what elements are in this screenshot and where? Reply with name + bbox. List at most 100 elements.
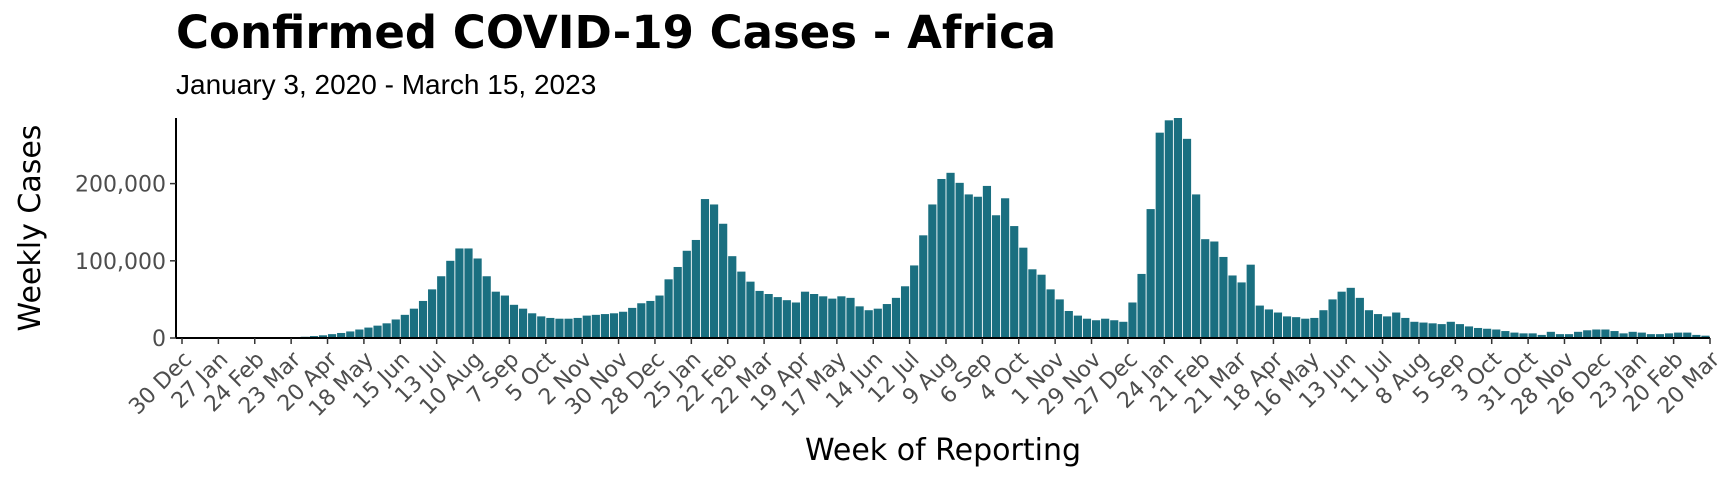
bar-week-2022-07-11	[1383, 316, 1392, 338]
chart-subtitle: January 3, 2020 - March 15, 2023	[176, 69, 597, 100]
bar-week-2021-11-08	[1064, 310, 1073, 338]
bar-week-2023-03-13	[1701, 335, 1710, 338]
bar-week-2020-12-14	[637, 303, 646, 338]
bar-week-2022-10-31	[1528, 333, 1537, 338]
bar-week-2021-10-04	[1019, 247, 1028, 338]
bar-week-2021-02-08	[709, 204, 719, 338]
bar-week-2020-06-29	[418, 300, 428, 338]
bar-week-2023-02-27	[1683, 332, 1692, 338]
bar-week-2021-07-19	[919, 235, 928, 338]
bar-week-2021-08-23	[964, 194, 973, 338]
bar-week-2022-10-03	[1492, 329, 1501, 338]
bar-week-2021-09-20	[1001, 198, 1010, 338]
bar-week-2022-09-26	[1483, 328, 1492, 338]
bar-week-2021-07-12	[910, 265, 919, 338]
bar-week-2021-05-03	[819, 296, 828, 338]
bar-week-2020-04-13	[318, 335, 328, 338]
bar-week-2022-05-23	[1319, 310, 1328, 338]
bar-week-2021-08-30	[973, 196, 982, 338]
bar-week-2022-08-29	[1446, 321, 1455, 338]
bar-week-2021-03-08	[746, 281, 755, 338]
bar-week-2023-02-20	[1674, 332, 1683, 338]
bar-week-2020-10-12	[555, 318, 564, 338]
bar-week-2021-10-11	[1028, 269, 1037, 338]
bar-week-2022-11-14	[1546, 331, 1555, 338]
bar-week-2021-01-04	[664, 279, 673, 338]
bar-week-2020-05-11	[355, 329, 364, 338]
bar-week-2020-06-01	[382, 323, 391, 338]
bar-week-2021-11-01	[1055, 299, 1064, 338]
bar-week-2022-01-31	[1173, 118, 1183, 338]
bar-week-2021-06-21	[882, 304, 891, 338]
bar-week-2020-07-13	[437, 276, 446, 338]
bar-week-2020-12-28	[655, 295, 664, 338]
bar-week-2020-05-04	[346, 331, 355, 338]
bar-week-2020-08-31	[500, 295, 509, 338]
bar-week-2023-02-06	[1655, 334, 1665, 338]
bar-week-2022-08-22	[1437, 324, 1446, 338]
bar-week-2022-01-17	[1155, 132, 1164, 338]
bar-week-2021-06-14	[873, 308, 882, 338]
bar-week-2023-01-30	[1646, 334, 1655, 338]
bar-week-2020-08-17	[482, 276, 491, 338]
bar-week-2020-09-07	[509, 304, 519, 338]
bar-week-2022-08-01	[1410, 321, 1419, 338]
bar-week-2022-04-25	[1282, 316, 1292, 338]
bar-week-2021-09-27	[1010, 226, 1019, 338]
y-tick-label: 0	[152, 327, 166, 352]
bar-week-2022-04-04	[1255, 305, 1264, 338]
bar-week-2022-01-10	[1146, 209, 1155, 338]
bar-week-2021-12-27	[1128, 302, 1137, 338]
bar-week-2021-09-13	[991, 215, 1001, 338]
bar-week-2021-02-15	[719, 223, 728, 338]
bar-week-2021-04-19	[800, 291, 810, 338]
bar-week-2021-12-06	[1101, 318, 1110, 338]
bar-week-2022-04-11	[1264, 309, 1273, 338]
bar-week-2020-04-27	[337, 332, 346, 338]
bar-week-2021-02-01	[700, 199, 710, 338]
bar-week-2021-03-29	[773, 297, 782, 338]
bar-week-2022-01-24	[1164, 120, 1173, 338]
bar-week-2021-06-07	[864, 310, 873, 338]
bar-week-2022-05-30	[1328, 299, 1337, 338]
bar-week-2022-09-05	[1455, 324, 1464, 338]
bar-week-2020-05-18	[364, 327, 373, 338]
bar-week-2021-08-02	[937, 178, 946, 338]
bar-week-2020-11-09	[591, 314, 600, 338]
bar-week-2021-03-15	[755, 290, 764, 338]
bar-week-2020-10-19	[564, 318, 573, 338]
bar-week-2023-01-09	[1619, 333, 1628, 338]
bar-week-2022-03-14	[1228, 275, 1237, 338]
bar-week-2021-06-28	[891, 297, 901, 338]
bar-week-2020-07-20	[446, 260, 455, 338]
bar-week-2020-08-03	[464, 248, 473, 338]
bar-week-2021-04-12	[791, 302, 801, 338]
bar-week-2022-11-28	[1564, 334, 1574, 338]
bar-week-2021-11-22	[1082, 318, 1092, 338]
bar-week-2021-01-11	[673, 266, 682, 338]
bar-week-2020-07-06	[428, 289, 437, 338]
bar-week-2021-02-22	[728, 256, 737, 338]
y-tick-label: 200,000	[75, 173, 166, 198]
x-axis-title: Week of Reporting	[805, 433, 1081, 468]
bar-week-2021-04-26	[810, 294, 819, 338]
bar-week-2022-06-13	[1346, 287, 1355, 338]
bar-week-2022-06-20	[1355, 297, 1364, 338]
bar-week-2022-09-12	[1464, 326, 1474, 338]
bar-week-2022-02-07	[1182, 138, 1192, 338]
bar-week-2020-09-28	[537, 316, 546, 338]
bar-week-2020-05-25	[373, 325, 382, 338]
bar-week-2020-09-21	[528, 313, 537, 338]
bar-week-2021-12-13	[1110, 320, 1119, 338]
bar-week-2023-01-02	[1610, 331, 1619, 338]
bar-week-2020-11-16	[600, 314, 610, 338]
y-tick-label: 100,000	[75, 250, 166, 275]
bar-week-2020-12-07	[628, 307, 637, 338]
bar-week-2021-11-15	[1073, 315, 1082, 338]
bar-week-2021-12-20	[1119, 321, 1128, 338]
bar-week-2022-07-25	[1401, 317, 1410, 338]
bar-week-2023-03-06	[1692, 334, 1701, 338]
bar-week-2021-03-01	[737, 271, 746, 338]
